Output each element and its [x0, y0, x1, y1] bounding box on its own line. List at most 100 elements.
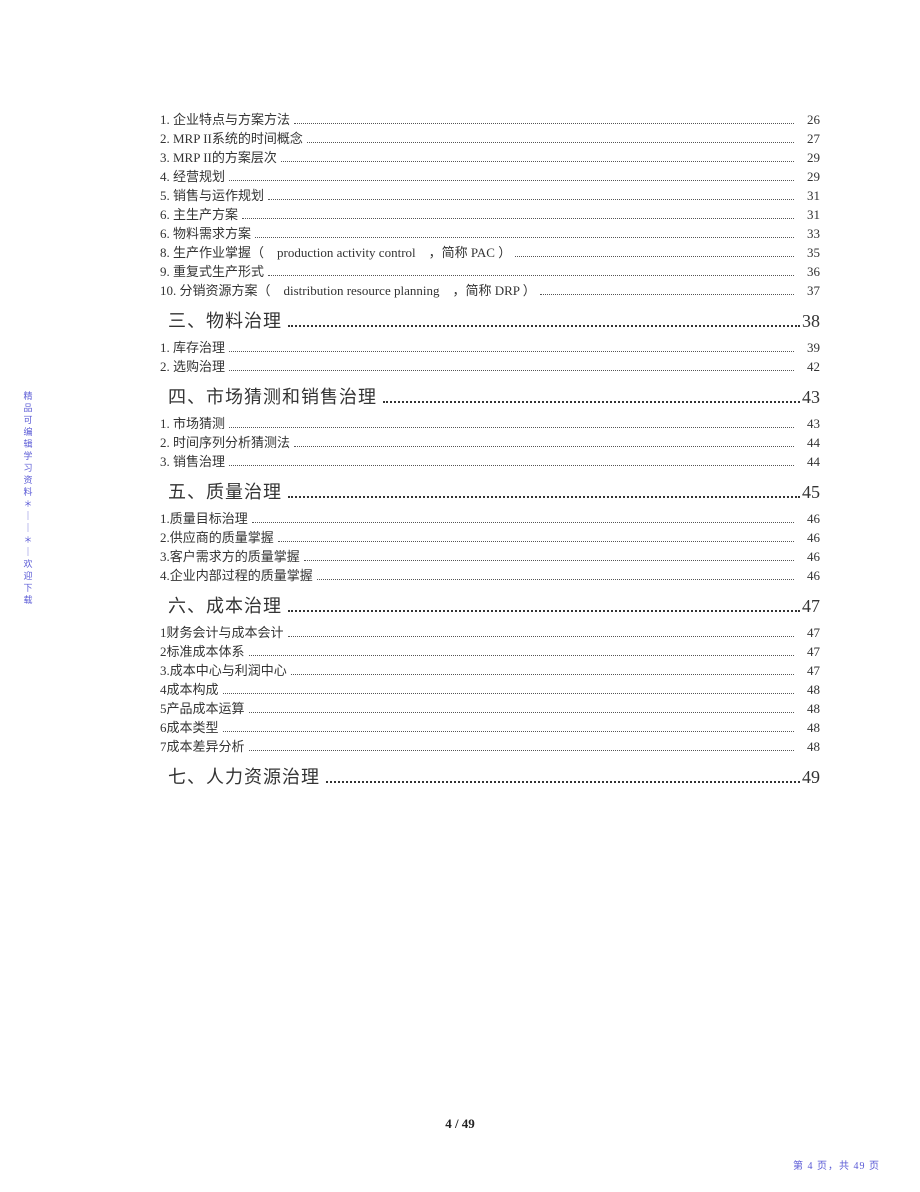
toc-heading-label: 六、成本治理 [160, 591, 282, 621]
toc-entry: 6. 物料需求方案 33 [160, 224, 820, 243]
toc-leader-dots [252, 522, 794, 523]
toc-heading-page: 38 [802, 306, 820, 336]
toc-entry-page: 48 [798, 737, 820, 756]
toc-entry: 4成本构成 48 [160, 680, 820, 699]
toc-entry-label: 1. 库存治理 [160, 338, 225, 357]
toc-entry: 6成本类型 48 [160, 718, 820, 737]
toc-entry-page: 44 [798, 452, 820, 471]
toc-entry: 4.企业内部过程的质量掌握46 [160, 566, 820, 585]
toc-entry-label: 2.供应商的质量掌握 [160, 528, 274, 547]
toc-entry-label: 1. 企业特点与方案方法 [160, 110, 290, 129]
toc-leader-dots [383, 401, 800, 403]
toc-entry-page: 48 [798, 718, 820, 737]
page-footer-right: 第 4 页，共 49 页 [793, 1157, 880, 1172]
toc-entry-label: 3. MRP II的方案层次 [160, 148, 277, 167]
toc-heading: 四、市场猜测和销售治理 43 [160, 382, 820, 412]
toc-entry-label: 2. 选购治理 [160, 357, 225, 376]
toc-entry-label: 5. 销售与运作规划 [160, 186, 264, 205]
toc-entry-page: 48 [798, 699, 820, 718]
toc-entry-label: 2. 时间序列分析猜测法 [160, 433, 290, 452]
toc-leader-dots [540, 294, 794, 295]
toc-heading-page: 49 [802, 762, 820, 792]
toc-leader-dots [229, 180, 794, 181]
toc-leader-dots [515, 256, 794, 257]
toc-heading: 三、物料治理38 [160, 306, 820, 336]
toc-leader-dots [255, 237, 794, 238]
toc-entry-label: 1. 市场猜测 [160, 414, 225, 433]
toc-entry-page: 46 [798, 528, 820, 547]
toc-leader-dots [229, 465, 794, 466]
toc-entry-label: 4. 经营规划 [160, 167, 225, 186]
toc-entry: 3.客户需求方的质量掌握 46 [160, 547, 820, 566]
toc-entry-label: 3.成本中心与利润中心 [160, 661, 287, 680]
toc-leader-dots [223, 693, 794, 694]
toc-heading: 六、成本治理 47 [160, 591, 820, 621]
toc-entry: 1. 企业特点与方案方法26 [160, 110, 820, 129]
toc-entry-label: 6. 主生产方案 [160, 205, 238, 224]
toc-entry-page: 29 [798, 148, 820, 167]
toc-entry-label: 6成本类型 [160, 718, 219, 737]
toc-leader-dots [242, 218, 794, 219]
toc-entry: 2. 时间序列分析猜测法44 [160, 433, 820, 452]
toc-entry-page: 42 [798, 357, 820, 376]
toc-entry-page: 43 [798, 414, 820, 433]
toc-entry: 4. 经营规划 29 [160, 167, 820, 186]
toc-heading-page: 43 [802, 382, 820, 412]
toc-entry-label: 5产品成本运算 [160, 699, 245, 718]
toc-entry: 10. 分销资源方案（ distribution resource planni… [160, 281, 820, 300]
toc-entry-page: 37 [798, 281, 820, 300]
toc-entry-label: 6. 物料需求方案 [160, 224, 251, 243]
toc-entry-label: 7成本差异分析 [160, 737, 245, 756]
toc-entry-label: 3.客户需求方的质量掌握 [160, 547, 300, 566]
toc-entry-page: 48 [798, 680, 820, 699]
toc-entry-page: 47 [798, 661, 820, 680]
toc-entry: 5产品成本运算 48 [160, 699, 820, 718]
toc-entry-page: 29 [798, 167, 820, 186]
toc-page: 1. 企业特点与方案方法262. MRP II系统的时间概念273. MRP I… [0, 0, 920, 792]
toc-entry: 1财务会计与成本会计 47 [160, 623, 820, 642]
toc-entry-page: 31 [798, 186, 820, 205]
toc-leader-dots [281, 161, 794, 162]
toc-entry-page: 47 [798, 642, 820, 661]
toc-entry-label: 4.企业内部过程的质量掌握 [160, 566, 313, 585]
toc-entry-page: 35 [798, 243, 820, 262]
toc-entry-label: 8. 生产作业掌握（ production activity control ，… [160, 243, 511, 262]
toc-entry: 3. 销售治理 44 [160, 452, 820, 471]
toc-heading-page: 47 [802, 591, 820, 621]
toc-leader-dots [288, 610, 800, 612]
toc-heading-label: 七、人力资源治理 [160, 762, 320, 792]
toc-entry: 3. MRP II的方案层次 29 [160, 148, 820, 167]
toc-leader-dots [223, 731, 794, 732]
toc-leader-dots [317, 579, 794, 580]
toc-entry: 2标准成本体系47 [160, 642, 820, 661]
toc-entry-label: 4成本构成 [160, 680, 219, 699]
toc-entry-label: 3. 销售治理 [160, 452, 225, 471]
toc-leader-dots [291, 674, 794, 675]
toc-leader-dots [294, 123, 794, 124]
toc-entry: 2. MRP II系统的时间概念27 [160, 129, 820, 148]
toc-heading-label: 四、市场猜测和销售治理 [160, 382, 377, 412]
toc-leader-dots [288, 636, 794, 637]
toc-heading: 七、人力资源治理 49 [160, 762, 820, 792]
toc-entry-page: 36 [798, 262, 820, 281]
side-watermark: 精品可编辑学习资料＊｜｜＊｜欢迎下载 [22, 390, 34, 606]
toc-entry-page: 46 [798, 547, 820, 566]
toc-entry-label: 1财务会计与成本会计 [160, 623, 284, 642]
toc-entry-page: 33 [798, 224, 820, 243]
toc-entry: 3.成本中心与利润中心 47 [160, 661, 820, 680]
toc-leader-dots [268, 275, 794, 276]
toc-leader-dots [288, 325, 800, 327]
toc-entry: 7成本差异分析 48 [160, 737, 820, 756]
toc-leader-dots [249, 712, 794, 713]
toc-leader-dots [294, 446, 794, 447]
toc-leader-dots [326, 781, 800, 783]
toc-entry: 2.供应商的质量掌握 46 [160, 528, 820, 547]
toc-heading-label: 五、质量治理 [160, 477, 282, 507]
toc-leader-dots [307, 142, 794, 143]
toc-entry: 1. 市场猜测 43 [160, 414, 820, 433]
toc-entry-page: 31 [798, 205, 820, 224]
toc-leader-dots [249, 750, 794, 751]
toc-entry-page: 47 [798, 623, 820, 642]
toc-entry: 9. 重复式生产形式36 [160, 262, 820, 281]
toc-entry-page: 27 [798, 129, 820, 148]
